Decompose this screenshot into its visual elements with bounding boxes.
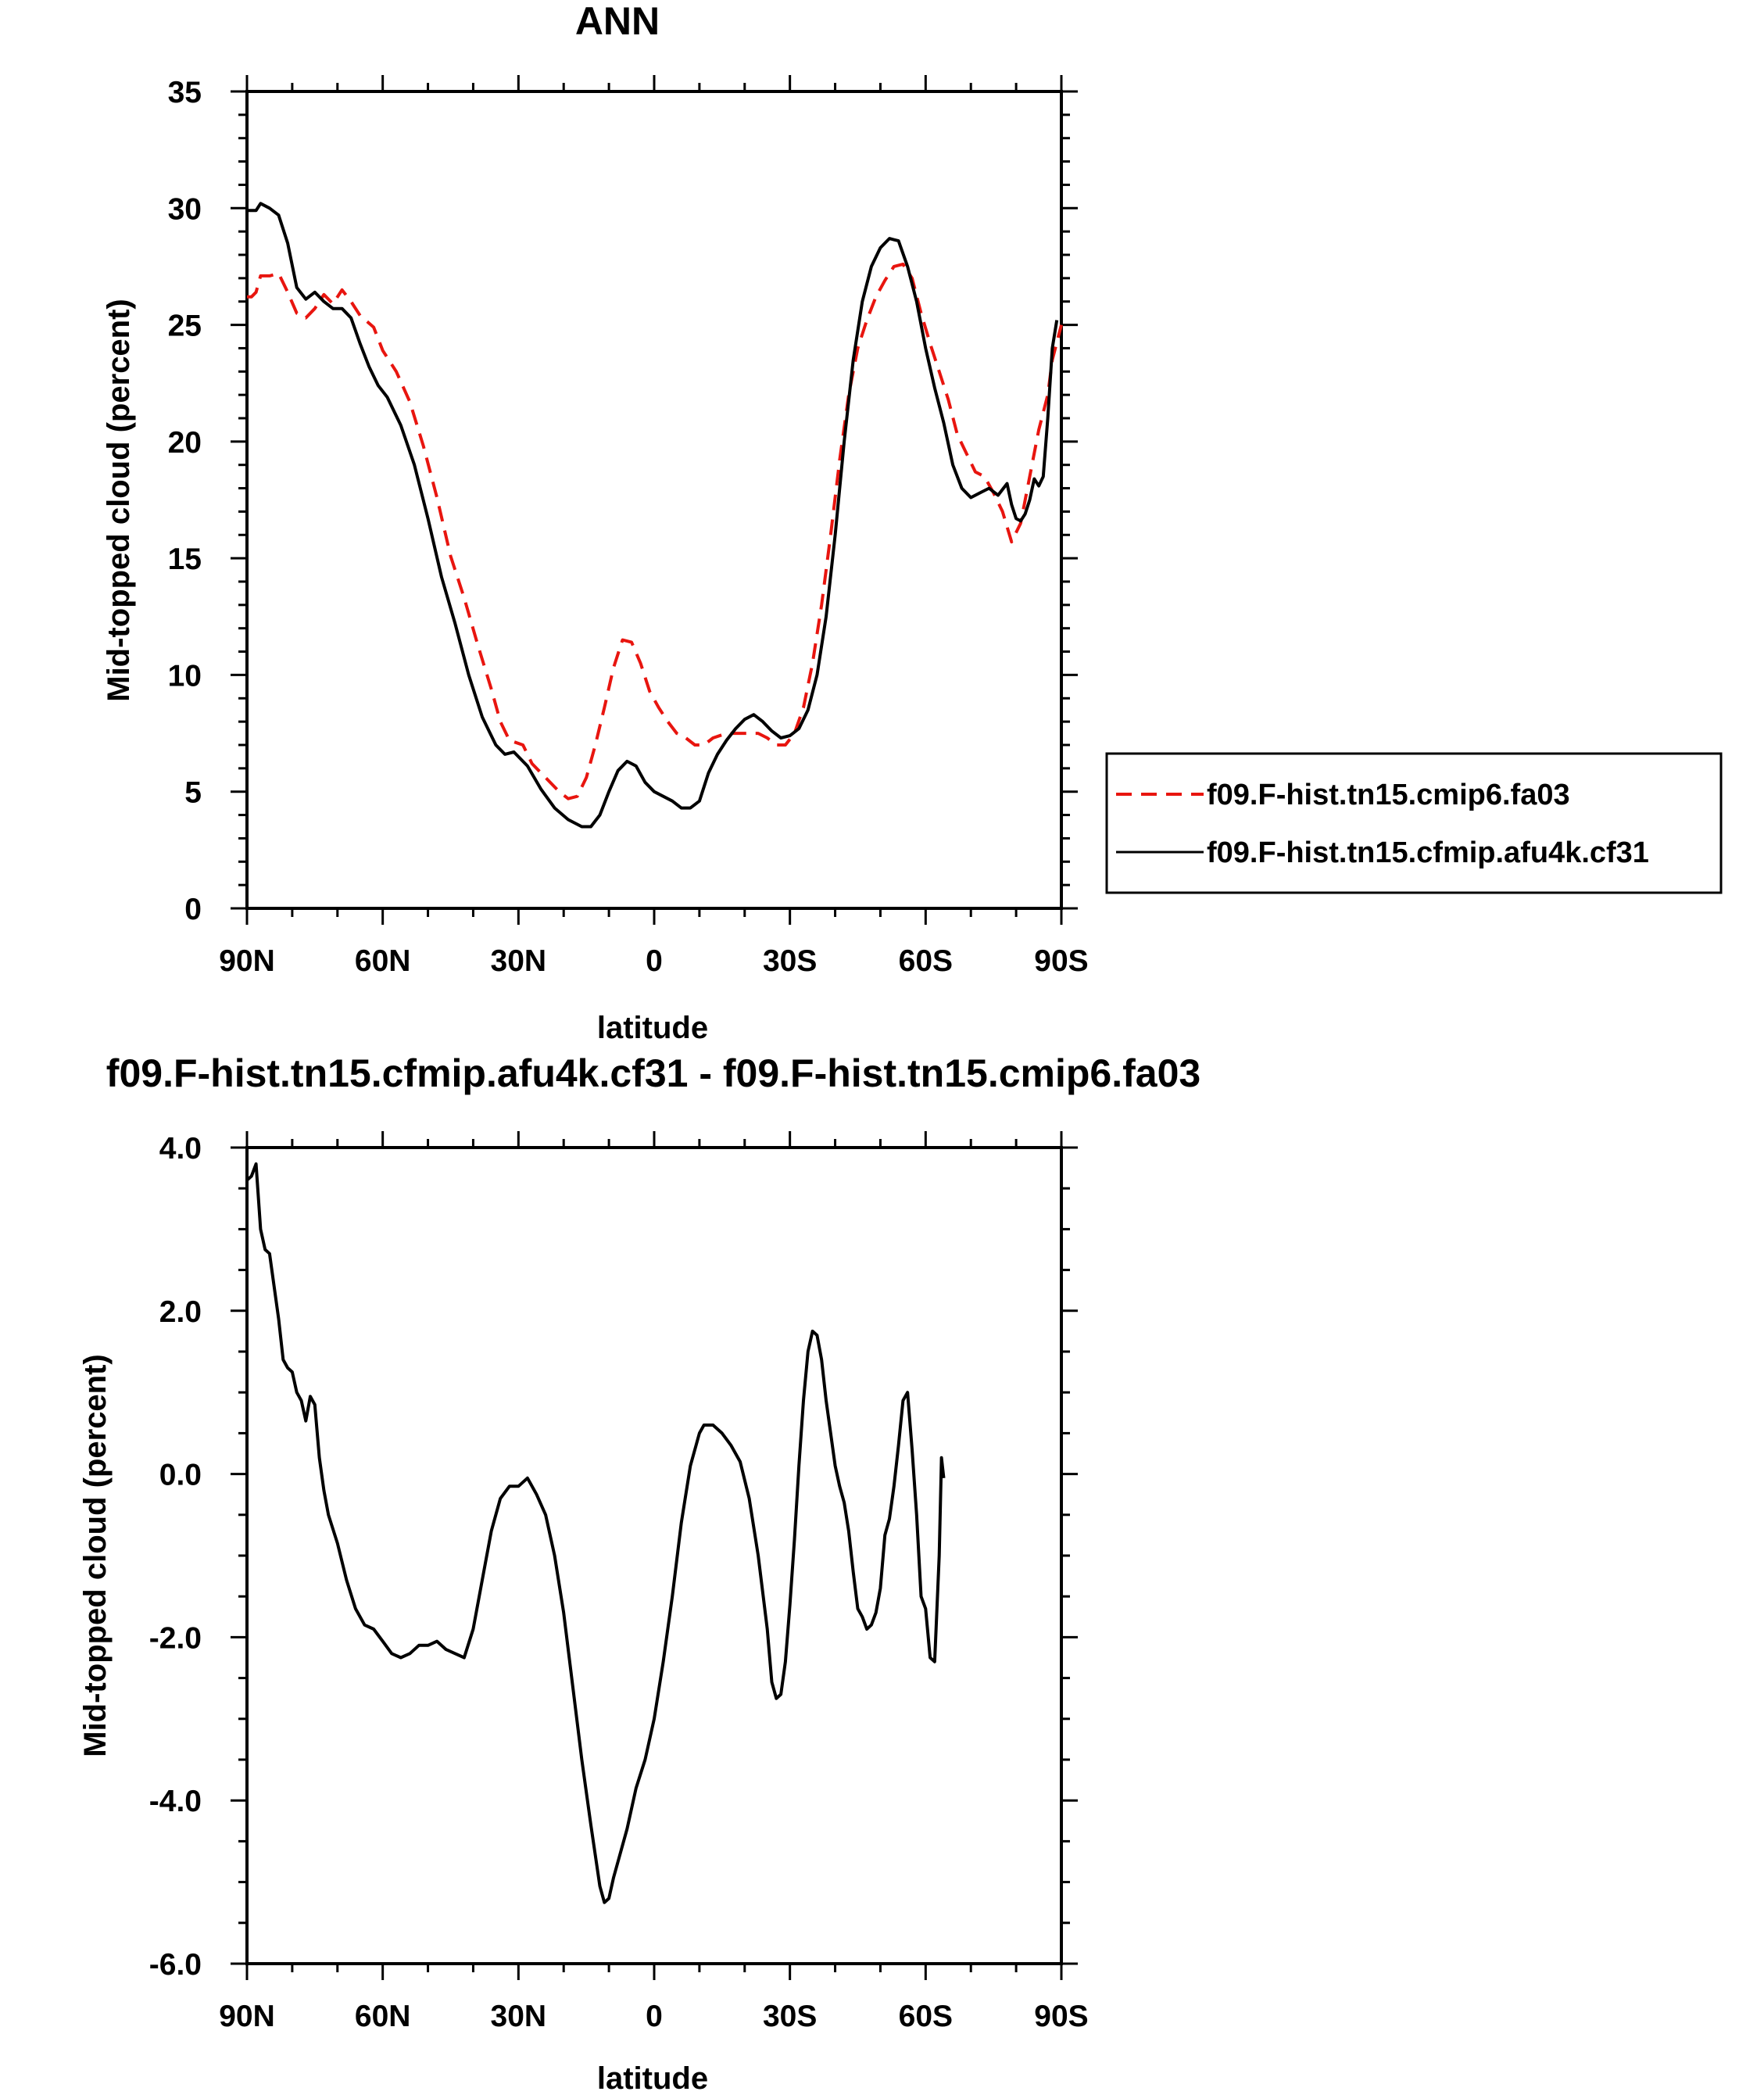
bottom-x-tick-labels: 90N 60N 30N 0 30S 60S 90S xyxy=(219,2000,1088,2033)
legend-label-cfmip: f09.F-hist.tn15.cfmip.afu4k.cf31 xyxy=(1207,836,1649,869)
bottom-y-tick-labels: -6.0 -4.0 -2.0 0.0 2.0 4.0 xyxy=(149,1132,202,1982)
x-tick-label: 90N xyxy=(219,2000,275,2033)
x-tick-label: 60N xyxy=(355,944,411,978)
x-tick-label: 30S xyxy=(763,944,817,978)
y-tick-label: 2.0 xyxy=(159,1295,202,1329)
x-tick-label: 90S xyxy=(1034,2000,1088,2033)
bottom-series-lines xyxy=(245,1162,946,1904)
x-tick-label: 0 xyxy=(646,2000,663,2033)
x-tick-label: 30N xyxy=(491,944,547,978)
y-tick-label: 0 xyxy=(184,893,202,926)
y-tick-label: 5 xyxy=(184,776,202,810)
top-chart: ANN 0 5 10 15 20 25 30 35 90N 60N 30N 0 30S 60S 90S M… xyxy=(102,0,1089,1045)
bottom-chart-title: f09.F-hist.tn15.cfmip.afu4k.cf31 - f09.F… xyxy=(106,1051,1200,1095)
top-plot-frame xyxy=(245,90,1063,910)
x-tick-label: 60S xyxy=(899,2000,953,2033)
bottom-axis-ticks xyxy=(231,1131,1078,1980)
y-tick-label: -4.0 xyxy=(149,1785,202,1818)
y-tick-label: 10 xyxy=(168,659,202,693)
x-tick-label: 90S xyxy=(1034,944,1088,978)
x-tick-label: 90N xyxy=(219,944,275,978)
top-y-axis-label: Mid-topped cloud (percent) xyxy=(102,299,136,702)
series-line-difference xyxy=(245,1162,946,1904)
top-x-axis-label: latitude xyxy=(597,1011,708,1045)
top-series-lines xyxy=(247,202,1063,829)
y-tick-label: 30 xyxy=(168,192,202,226)
legend-box xyxy=(1105,752,1723,894)
bottom-y-axis-label: Mid-topped cloud (percent) xyxy=(78,1354,113,1757)
x-tick-label: 60N xyxy=(355,2000,411,2033)
y-tick-label: 25 xyxy=(168,310,202,343)
series-line-cmip6 xyxy=(247,262,1063,800)
top-axis-ticks xyxy=(231,75,1078,925)
y-tick-label: 20 xyxy=(168,426,202,460)
y-tick-label: 4.0 xyxy=(159,1132,202,1166)
y-tick-label: -6.0 xyxy=(149,1948,202,1982)
bottom-chart: f09.F-hist.tn15.cfmip.afu4k.cf31 - f09.F… xyxy=(78,1051,1200,2095)
x-tick-label: 30S xyxy=(763,2000,817,2033)
bottom-x-axis-label: latitude xyxy=(597,2061,708,2095)
x-tick-label: 0 xyxy=(646,944,663,978)
y-tick-label: -2.0 xyxy=(149,1621,202,1655)
x-tick-label: 30N xyxy=(491,2000,547,2033)
top-y-tick-labels: 0 5 10 15 20 25 30 35 xyxy=(168,76,202,926)
legend: f09.F-hist.tn15.cmip6.fa03 f09.F-hist.tn… xyxy=(1105,752,1723,894)
x-tick-label: 60S xyxy=(899,944,953,978)
top-x-tick-labels: 90N 60N 30N 0 30S 60S 90S xyxy=(219,944,1088,978)
y-tick-label: 35 xyxy=(168,76,202,109)
y-tick-label: 0.0 xyxy=(159,1459,202,1492)
legend-label-cmip6: f09.F-hist.tn15.cmip6.fa03 xyxy=(1207,779,1570,811)
top-chart-title: ANN xyxy=(575,0,660,43)
y-tick-label: 15 xyxy=(168,543,202,576)
series-line-cfmip xyxy=(247,202,1059,829)
